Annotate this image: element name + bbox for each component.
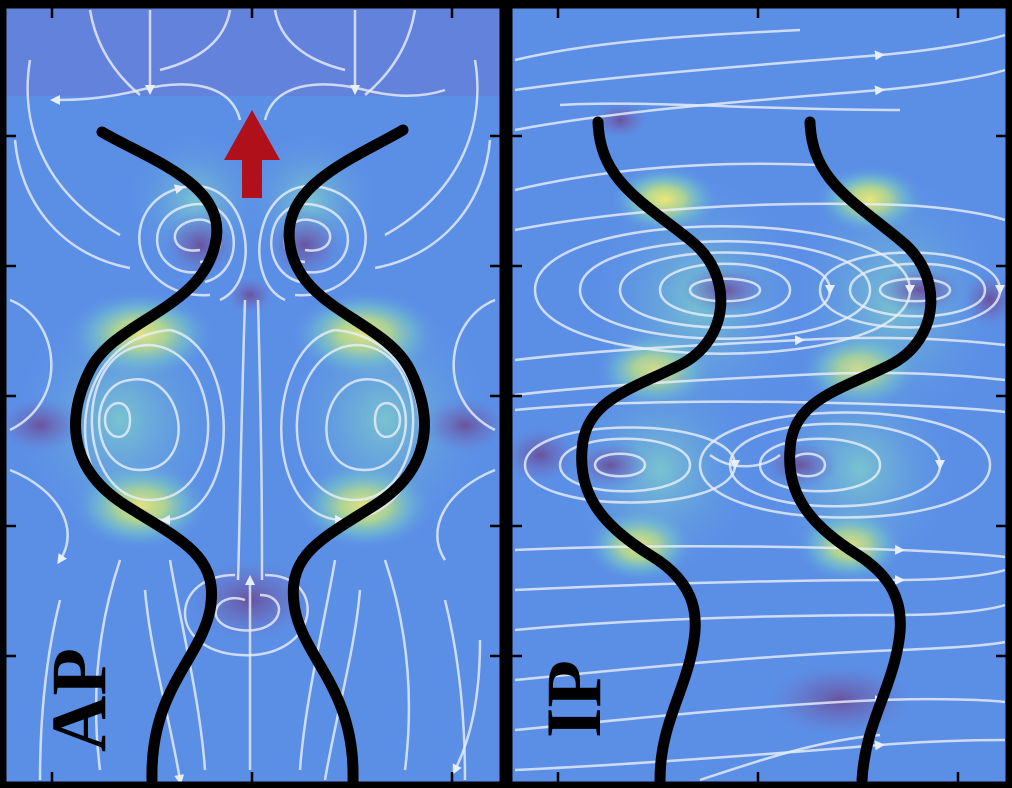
filaments	[70, 124, 430, 784]
panel-label-ap: AP	[35, 648, 122, 752]
panel-ip: IP	[510, 6, 1008, 784]
panel-ap: AP	[4, 6, 502, 784]
panel-label-ip: IP	[530, 660, 617, 738]
streamlines	[9, 9, 496, 784]
filament-left	[576, 116, 727, 784]
axis-ticks	[4, 6, 1008, 784]
filament-left	[70, 126, 223, 784]
filament-right	[283, 124, 430, 784]
top-dark-band	[4, 6, 502, 96]
filament-right	[784, 116, 937, 784]
filaments	[576, 116, 937, 784]
motion-direction-arrow	[224, 110, 280, 198]
up-arrow-icon	[224, 110, 280, 198]
streamlines	[514, 28, 1006, 782]
